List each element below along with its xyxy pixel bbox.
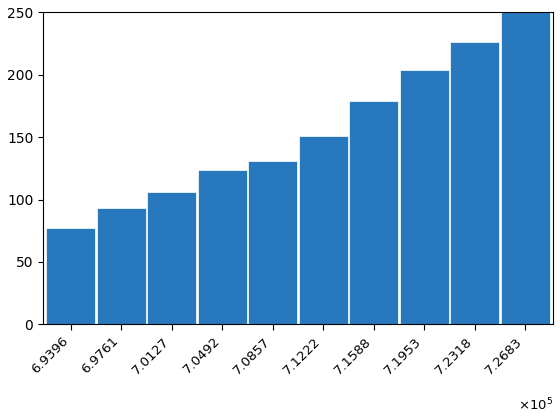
Bar xyxy=(46,228,95,324)
Bar xyxy=(299,136,348,324)
Text: $\times10^5$: $\times10^5$ xyxy=(518,396,553,413)
Bar xyxy=(349,101,398,324)
Bar xyxy=(501,13,550,324)
Bar xyxy=(450,42,500,324)
Bar xyxy=(147,192,197,324)
Bar xyxy=(400,70,449,324)
Bar xyxy=(198,170,247,324)
Bar xyxy=(248,161,297,324)
Bar xyxy=(97,208,146,324)
